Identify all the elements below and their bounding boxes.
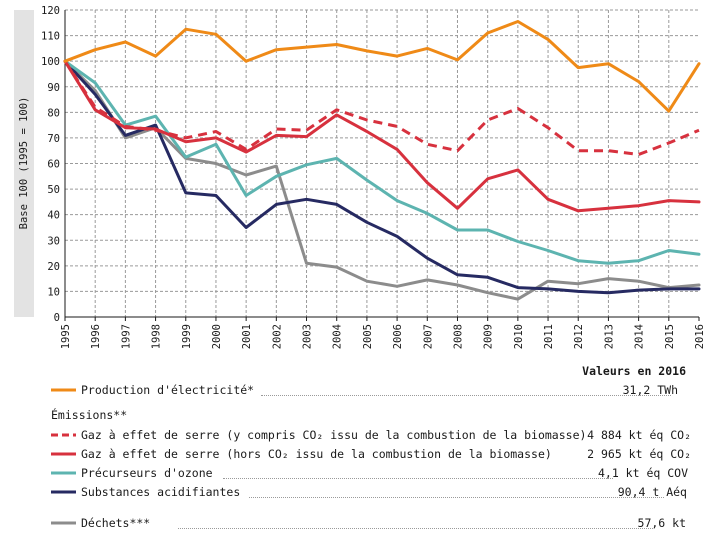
x-tick-label: 1998 bbox=[151, 324, 163, 349]
legend-label-ges-without-biomass: Gaz à effet de serre (hors CO₂ issu de l… bbox=[81, 447, 552, 461]
y-tick-label: 0 bbox=[54, 312, 60, 324]
x-tick-label: 1999 bbox=[181, 324, 193, 349]
legend-swatch-graphic bbox=[51, 452, 76, 456]
x-tick-label: 2011 bbox=[543, 324, 555, 349]
x-tick-label: 1996 bbox=[90, 324, 102, 349]
x-tick-label: 2000 bbox=[211, 324, 223, 349]
y-axis-label-band bbox=[14, 10, 34, 317]
legend-leader-dots bbox=[261, 395, 671, 396]
y-tick-label: 70 bbox=[47, 133, 60, 145]
legend-label-ges-with-biomass: Gaz à effet de serre (y compris CO₂ issu… bbox=[81, 428, 587, 442]
values-heading: Valeurs en 2016 bbox=[582, 364, 686, 378]
legend-value-electricity: 31,2 TWh bbox=[622, 383, 678, 397]
y-tick-label: 30 bbox=[47, 235, 60, 247]
legend-leader-dots bbox=[178, 528, 653, 529]
legend-item-waste: Déchets*** 57,6 kt bbox=[51, 516, 691, 531]
y-tick-label: 40 bbox=[47, 210, 60, 222]
legend-leader-dots bbox=[223, 478, 613, 479]
y-tick-label: 100 bbox=[41, 56, 60, 68]
legend-item-ozone: Précurseurs d'ozone 4,1 kt éq COV bbox=[51, 466, 691, 481]
legend-swatch-ozone bbox=[51, 467, 76, 479]
x-tick-label: 2006 bbox=[392, 324, 404, 349]
y-tick-label: 20 bbox=[47, 261, 60, 273]
x-tick-label: 2014 bbox=[634, 324, 646, 349]
y-tick-label: 110 bbox=[41, 31, 60, 43]
x-tick-label: 2001 bbox=[241, 324, 253, 349]
x-tick-label: 1997 bbox=[120, 324, 132, 349]
legend-swatch-graphic bbox=[51, 388, 76, 392]
legend-swatch-graphic bbox=[51, 490, 76, 494]
legend-value-ges-without-biomass: 2 965 kt éq CO₂ bbox=[587, 447, 691, 461]
series-line-5 bbox=[63, 59, 701, 301]
x-tick-label: 2003 bbox=[302, 324, 314, 349]
legend-swatch-electricity bbox=[51, 384, 76, 396]
x-tick-label: 2012 bbox=[573, 324, 585, 349]
legend-leader-dots bbox=[249, 497, 664, 498]
legend-swatch-graphic bbox=[51, 521, 76, 525]
y-tick-label: 90 bbox=[47, 82, 60, 94]
legend-item-ges-without-biomass: Gaz à effet de serre (hors CO₂ issu de l… bbox=[51, 447, 691, 462]
x-tick-label: 2008 bbox=[452, 324, 464, 349]
x-tick-label: 2002 bbox=[271, 324, 283, 349]
series-line-1 bbox=[63, 60, 700, 156]
x-tick-label: 2004 bbox=[332, 324, 344, 349]
x-tick-label: 2009 bbox=[483, 324, 495, 349]
series-line-3 bbox=[63, 59, 701, 265]
legend-swatch-waste bbox=[51, 517, 76, 529]
legend-value-ges-with-biomass: 4 884 kt éq CO₂ bbox=[587, 428, 691, 442]
x-tick-label: 2010 bbox=[513, 324, 525, 349]
y-tick-label: 50 bbox=[47, 184, 60, 196]
y-tick-label: 60 bbox=[47, 159, 60, 171]
y-tick-label: 120 bbox=[41, 5, 60, 17]
legend-value-ozone: 4,1 kt éq COV bbox=[597, 466, 688, 480]
legend-item-electricity: Production d'électricité* 31,2 TWh bbox=[51, 383, 691, 398]
legend-item-acidifying: Substances acidifiantes 90,4 t Aéq bbox=[51, 485, 691, 500]
y-tick-label: 10 bbox=[47, 286, 60, 298]
legend-label-acidifying: Substances acidifiantes bbox=[81, 485, 241, 499]
legend-swatch-graphic bbox=[51, 433, 76, 437]
series-line-0 bbox=[63, 20, 701, 113]
x-tick-label: 1995 bbox=[60, 324, 72, 349]
legend-item-ges-with-biomass: Gaz à effet de serre (y compris CO₂ issu… bbox=[51, 428, 691, 443]
x-tick-label: 2015 bbox=[664, 324, 676, 349]
legend-swatch-graphic bbox=[51, 471, 76, 475]
legend-label-electricity: Production d'électricité* bbox=[81, 383, 255, 397]
x-tick-label: 2007 bbox=[422, 324, 434, 349]
emissions-heading: Émissions** bbox=[51, 408, 128, 422]
y-tick-label: 80 bbox=[47, 107, 60, 119]
x-tick-label: 2013 bbox=[603, 324, 615, 349]
legend-label-waste: Déchets*** bbox=[81, 516, 151, 530]
legend-value-waste: 57,6 kt bbox=[637, 516, 686, 530]
series-line-4 bbox=[63, 59, 701, 295]
legend-swatch-acidifying bbox=[51, 486, 76, 498]
x-tick-label: 2016 bbox=[694, 324, 706, 349]
legend-swatch-ges-without-biomass bbox=[51, 448, 76, 460]
legend-label-ozone: Précurseurs d'ozone bbox=[81, 466, 213, 480]
legend-value-acidifying: 90,4 t Aéq bbox=[617, 485, 687, 499]
legend-swatch-ges-with-biomass bbox=[51, 429, 76, 441]
x-tick-label: 2005 bbox=[362, 324, 374, 349]
